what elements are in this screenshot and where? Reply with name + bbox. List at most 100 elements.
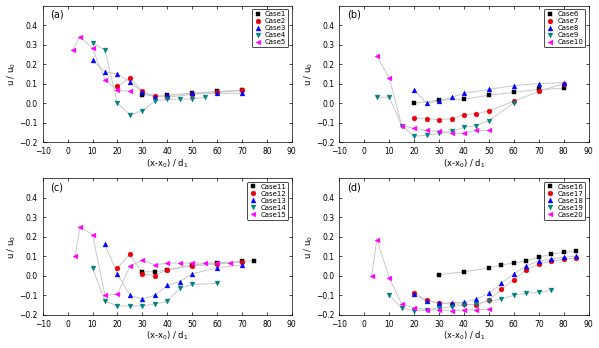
Case9 bbox=[398, 124, 406, 128]
Case15 bbox=[226, 261, 233, 265]
Case16 bbox=[435, 272, 443, 277]
Case12 bbox=[126, 252, 134, 256]
Line: Case13: Case13 bbox=[102, 242, 244, 301]
Line: Case7: Case7 bbox=[412, 81, 566, 122]
Text: (d): (d) bbox=[347, 182, 361, 192]
Case19 bbox=[386, 293, 393, 297]
Case12 bbox=[114, 266, 121, 270]
Case9 bbox=[473, 124, 480, 128]
Case15 bbox=[101, 293, 108, 297]
Case18 bbox=[485, 291, 492, 295]
Case8 bbox=[560, 80, 567, 85]
Case17 bbox=[473, 303, 480, 307]
Case1 bbox=[164, 93, 171, 97]
Case20 bbox=[410, 306, 418, 310]
Case6 bbox=[560, 86, 567, 90]
Case2 bbox=[213, 90, 220, 94]
Case10 bbox=[423, 128, 430, 133]
Case14 bbox=[164, 299, 171, 303]
Case14 bbox=[151, 302, 158, 306]
Case15 bbox=[89, 233, 96, 237]
Case3 bbox=[139, 90, 146, 94]
Case4 bbox=[176, 97, 183, 101]
Case12 bbox=[213, 262, 220, 266]
Case20 bbox=[368, 274, 376, 278]
Legend: Case16, Case17, Case18, Case19, Case20: Case16, Case17, Case18, Case19, Case20 bbox=[544, 182, 585, 220]
Case4 bbox=[201, 95, 208, 99]
Case17 bbox=[560, 257, 567, 261]
Case16 bbox=[573, 249, 580, 253]
X-axis label: (x-x$_0$) / d$_1$: (x-x$_0$) / d$_1$ bbox=[443, 330, 485, 342]
Case5 bbox=[101, 78, 108, 82]
Case7 bbox=[560, 81, 567, 86]
Case17 bbox=[523, 268, 530, 272]
Case10 bbox=[410, 126, 418, 130]
Y-axis label: u / u$_0$: u / u$_0$ bbox=[302, 234, 315, 259]
Case8 bbox=[423, 101, 430, 105]
Case4 bbox=[139, 109, 146, 113]
Case10 bbox=[435, 129, 443, 133]
Case12 bbox=[151, 274, 158, 278]
Case16 bbox=[535, 255, 542, 259]
Case12 bbox=[238, 260, 246, 264]
Case11 bbox=[251, 259, 258, 263]
Case3 bbox=[238, 91, 246, 95]
Case8 bbox=[485, 87, 492, 92]
Case1 bbox=[189, 91, 196, 95]
Case20 bbox=[448, 309, 455, 313]
Case2 bbox=[139, 89, 146, 94]
Text: (a): (a) bbox=[50, 10, 63, 19]
Case10 bbox=[448, 131, 455, 135]
Case6 bbox=[535, 87, 542, 92]
X-axis label: (x-x$_0$) / d$_1$: (x-x$_0$) / d$_1$ bbox=[443, 157, 485, 170]
Case18 bbox=[410, 292, 418, 296]
Y-axis label: u / u$_0$: u / u$_0$ bbox=[5, 62, 18, 86]
Line: Case8: Case8 bbox=[412, 80, 566, 105]
Case15 bbox=[189, 261, 196, 265]
Case9 bbox=[461, 125, 468, 129]
Case6 bbox=[410, 101, 418, 105]
Case2 bbox=[114, 85, 121, 89]
Case3 bbox=[114, 72, 121, 76]
Case7 bbox=[410, 116, 418, 120]
Line: Case1: Case1 bbox=[140, 88, 244, 98]
Case13 bbox=[101, 243, 108, 247]
Case17 bbox=[573, 256, 580, 260]
Case1 bbox=[238, 88, 246, 93]
Case13 bbox=[238, 263, 246, 267]
Case14 bbox=[213, 282, 220, 286]
Case7 bbox=[435, 118, 443, 122]
Line: Case18: Case18 bbox=[412, 254, 579, 306]
Y-axis label: u / u$_0$: u / u$_0$ bbox=[5, 234, 18, 259]
Case15 bbox=[114, 292, 121, 296]
Case15 bbox=[164, 261, 171, 265]
Case14 bbox=[89, 266, 96, 270]
Case16 bbox=[461, 270, 468, 274]
Case7 bbox=[535, 89, 542, 94]
Case19 bbox=[473, 302, 480, 306]
Case20 bbox=[423, 308, 430, 312]
Case19 bbox=[535, 290, 542, 294]
Case8 bbox=[448, 95, 455, 99]
Case19 bbox=[498, 297, 505, 301]
Line: Case19: Case19 bbox=[387, 288, 553, 313]
Case9 bbox=[448, 129, 455, 133]
Case13 bbox=[164, 283, 171, 287]
Case7 bbox=[473, 112, 480, 116]
Line: Case4: Case4 bbox=[90, 40, 207, 117]
Case12 bbox=[189, 264, 196, 268]
Case8 bbox=[461, 91, 468, 95]
Case9 bbox=[510, 101, 518, 105]
Text: (b): (b) bbox=[347, 10, 361, 19]
Case20 bbox=[373, 238, 380, 242]
Case20 bbox=[461, 308, 468, 312]
Line: Case17: Case17 bbox=[412, 256, 579, 307]
Case2 bbox=[164, 95, 171, 99]
Case6 bbox=[485, 93, 492, 97]
Case15 bbox=[126, 264, 134, 268]
Case19 bbox=[435, 306, 443, 310]
Case10 bbox=[386, 76, 393, 80]
Case19 bbox=[423, 308, 430, 312]
Case13 bbox=[126, 293, 134, 297]
Line: Case11: Case11 bbox=[140, 259, 257, 274]
